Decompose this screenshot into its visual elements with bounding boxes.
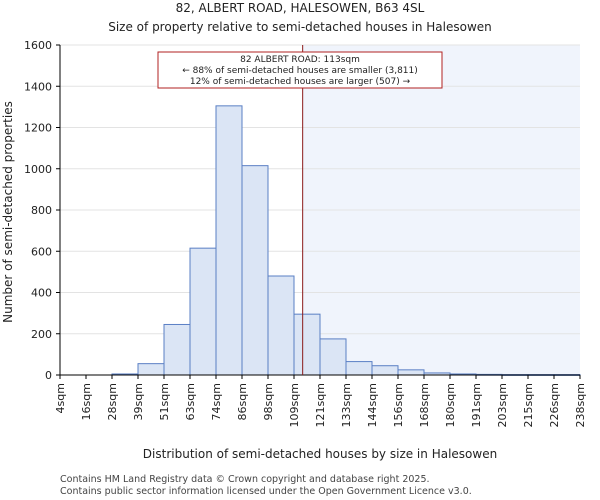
histogram-bar xyxy=(215,105,243,376)
x-tick-label: 215sqm xyxy=(522,383,535,427)
x-tick-labels: 4sqm 16sqm 28sqm 39sqm 51sqm 63sqm 74sqm 86sqm 9… xyxy=(54,375,587,427)
histogram-bar xyxy=(345,361,373,376)
y-tick-label: 400 xyxy=(31,287,52,300)
y-tick-label: 200 xyxy=(31,328,52,341)
chart-title: 82, ALBERT ROAD, HALESOWEN, B63 4SL xyxy=(176,1,425,15)
x-tick-label: 74sqm xyxy=(210,383,223,420)
histogram-bar xyxy=(319,338,347,376)
x-tick-label: 39sqm xyxy=(132,383,145,420)
x-tick-label: 226sqm xyxy=(548,383,561,427)
histogram-bar xyxy=(293,313,321,376)
annotation-line-2: ← 88% of semi-detached houses are smalle… xyxy=(182,66,418,76)
footer-line-1: Contains HM Land Registry data © Crown c… xyxy=(60,474,430,485)
histogram-bar xyxy=(163,323,191,376)
annotation-line-3: 12% of semi-detached houses are larger (… xyxy=(190,77,411,87)
x-tick-label: 180sqm xyxy=(444,383,457,427)
x-tick-label: 86sqm xyxy=(236,383,249,420)
x-tick-label: 191sqm xyxy=(470,383,483,427)
x-tick-label: 16sqm xyxy=(80,383,93,420)
y-tick-label: 1400 xyxy=(24,80,52,93)
histogram-bar xyxy=(189,247,217,376)
x-tick-label: 109sqm xyxy=(288,383,301,427)
histogram-bars xyxy=(111,105,581,376)
histogram-bar xyxy=(137,363,165,376)
y-axis-label: Number of semi-detached properties xyxy=(1,101,15,323)
y-tick-label: 0 xyxy=(45,369,52,382)
x-axis-label: Distribution of semi-detached houses by … xyxy=(143,447,497,461)
chart-subtitle: Size of property relative to semi-detach… xyxy=(108,20,492,34)
x-tick-label: 98sqm xyxy=(262,383,275,420)
annotation-line-1: 82 ALBERT ROAD: 113sqm xyxy=(240,55,360,65)
x-tick-label: 63sqm xyxy=(184,383,197,420)
y-tick-label: 1600 xyxy=(24,39,52,52)
y-tick-label: 1000 xyxy=(24,163,52,176)
x-tick-label: 238sqm xyxy=(574,383,587,427)
x-tick-label: 156sqm xyxy=(392,383,405,427)
x-tick-label: 51sqm xyxy=(158,383,171,420)
x-tick-label: 168sqm xyxy=(418,383,431,427)
x-tick-label: 121sqm xyxy=(314,383,327,427)
x-tick-label: 144sqm xyxy=(366,383,379,427)
footer-line-2: Contains public sector information licen… xyxy=(60,486,472,497)
y-tick-label: 600 xyxy=(31,245,52,258)
histogram-bar xyxy=(241,165,269,376)
annotation-frame xyxy=(157,51,443,89)
annotation-box: 82 ALBERT ROAD: 113sqm ← 88% of semi-det… xyxy=(157,51,443,89)
y-tick-label: 800 xyxy=(31,204,52,217)
x-tick-label: 203sqm xyxy=(496,383,509,427)
histogram-bar xyxy=(267,275,295,376)
histogram-bar xyxy=(371,365,399,376)
y-tick-labels: 0 200 400 600 800 1000 1200 1400 1600 xyxy=(24,39,60,382)
x-tick-label: 133sqm xyxy=(340,383,353,427)
histogram-bar xyxy=(397,369,425,376)
x-tick-label: 28sqm xyxy=(106,383,119,420)
x-tick-label: 4sqm xyxy=(54,383,67,413)
y-tick-label: 1200 xyxy=(24,122,52,135)
